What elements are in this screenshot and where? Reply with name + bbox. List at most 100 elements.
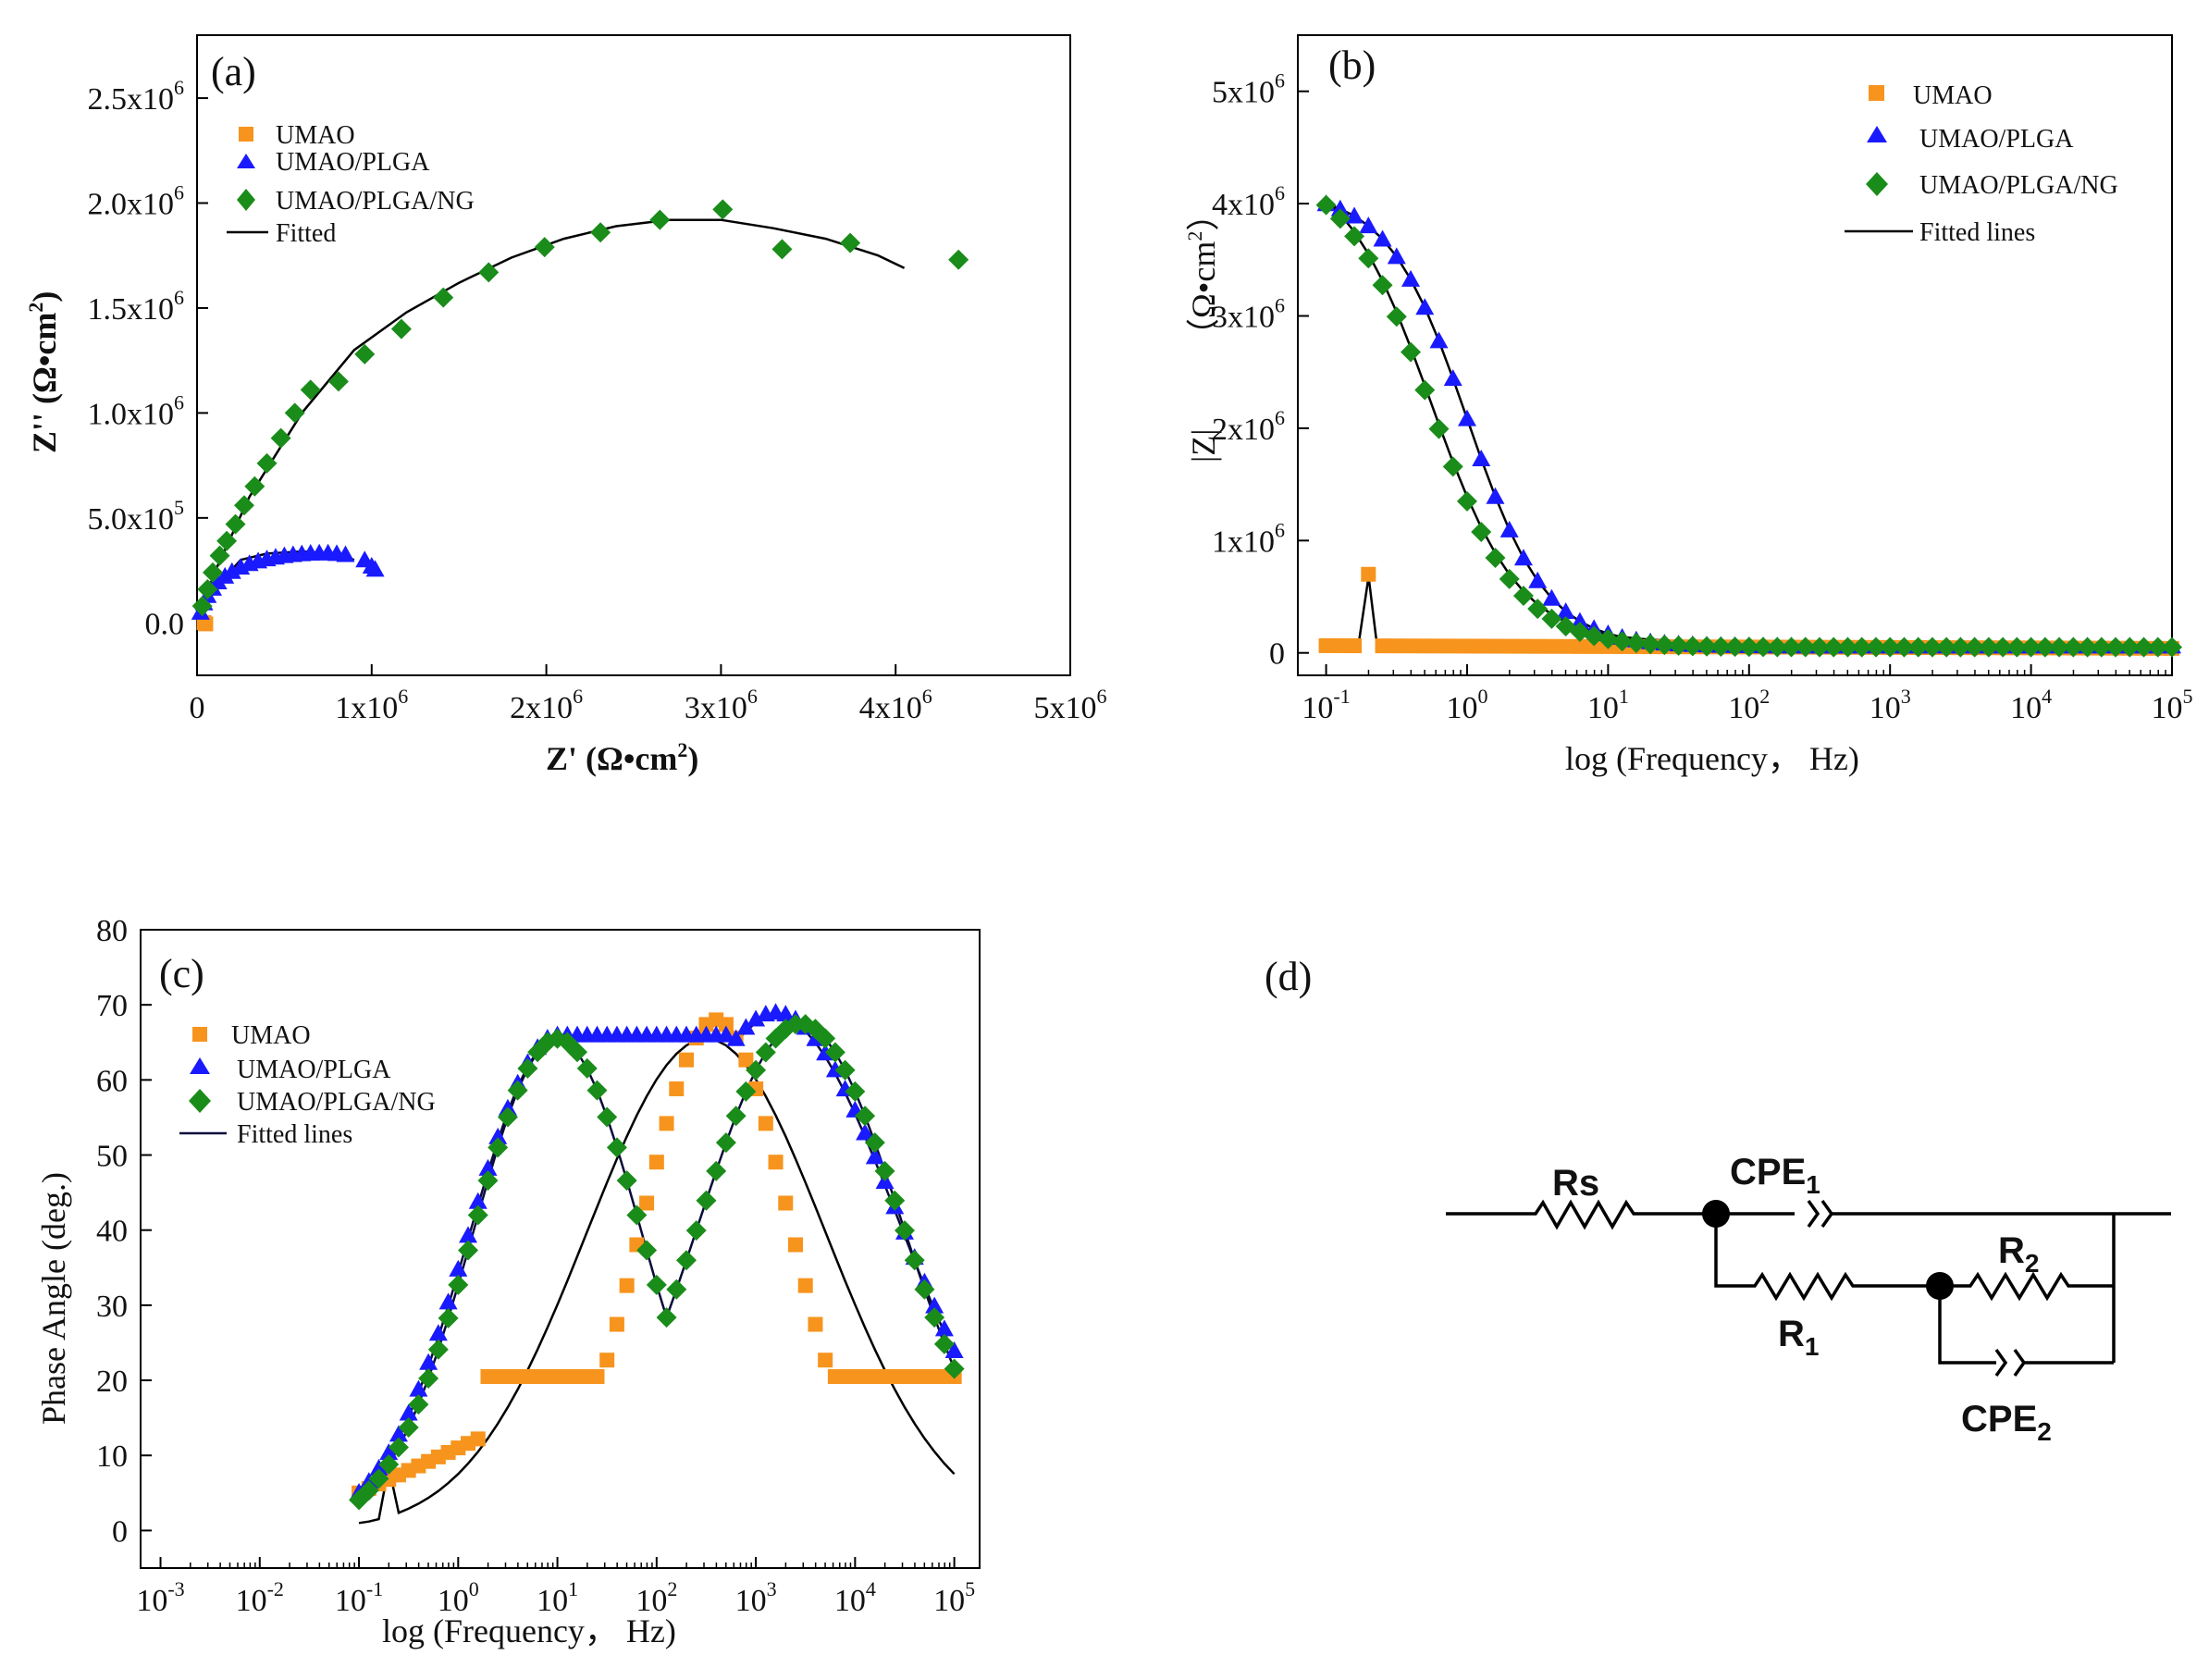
point-plga — [1457, 409, 1476, 426]
point-ng — [2105, 636, 2127, 658]
x-tick-label: 105 — [2152, 685, 2193, 725]
panel-label-c: (c) — [159, 951, 204, 996]
point-ng — [284, 402, 305, 424]
point-umao — [1332, 637, 1348, 653]
x-tick-label: 10-1 — [335, 1577, 383, 1618]
x-tick-label: 104 — [2010, 685, 2052, 725]
point-umao — [648, 1155, 664, 1170]
y-axis-ticks-b: 0 1x106 2x106 3x106 4x106 5x106 — [1212, 69, 1309, 672]
point-umao — [797, 1278, 813, 1293]
point-ng — [408, 1394, 429, 1415]
panel-a-nyquist-plot: (a) 0 1x106 2x106 3x106 4x106 5x106 0.0 5.0x10… — [24, 34, 1107, 777]
point-plga — [1486, 487, 1505, 504]
point-ng — [418, 1367, 439, 1389]
point-plga — [1429, 331, 1449, 349]
point-ng — [448, 1274, 469, 1295]
resistor-r2 — [1940, 1271, 2114, 1302]
x-tick-label: 5x106 — [1034, 685, 1107, 725]
point-ng — [2020, 636, 2042, 658]
legend-marker-umao — [239, 127, 253, 142]
resistor-r1 — [1714, 1214, 1940, 1302]
point-plga — [1513, 549, 1533, 566]
legend-marker-ng — [189, 1089, 211, 1113]
plot-frame-c — [140, 929, 981, 1569]
legend-a: UMAO UMAO/PLGA UMAO/PLGA/NG Fitted — [227, 121, 475, 248]
point-ng — [1808, 636, 1830, 658]
label-r1: R1 — [1778, 1314, 1819, 1361]
y-tick-label: 4x106 — [1212, 181, 1285, 222]
point-ng — [209, 545, 230, 566]
point-plga — [336, 545, 355, 562]
point-plga — [726, 1029, 746, 1046]
point-ng — [1401, 341, 1422, 363]
point-umao — [738, 1052, 754, 1068]
point-ng — [1584, 625, 1605, 647]
point-umao — [1530, 638, 1546, 654]
x-axis-ticks-c: 10-3 10-2 10-1 100 101 102 103 104 105 — [136, 1557, 975, 1618]
point-umao — [599, 1353, 615, 1368]
y-tick-label: 2.5x106 — [88, 76, 185, 117]
legend-label-ng: UMAO/PLGA/NG — [237, 1088, 436, 1117]
panel-d-equivalent-circuit: (d) Rs CPE1 R1 R2 CPE2 — [1265, 954, 2171, 1446]
point-ng — [933, 1333, 955, 1354]
x-tick-label: 3x106 — [685, 685, 758, 725]
point-ng — [1710, 636, 1732, 657]
point-plga — [222, 562, 241, 579]
point-ng — [1541, 608, 1562, 629]
point-ng — [368, 1468, 389, 1489]
fitted-curves-a — [195, 218, 906, 624]
fitted-line-umao — [358, 1037, 956, 1525]
point-plga — [925, 1296, 944, 1314]
point-plga — [488, 1127, 508, 1144]
fitted-curves-b — [1325, 199, 2173, 652]
point-ng — [517, 1057, 538, 1079]
point-umao — [1544, 638, 1560, 654]
y-tick-label: 1.5x106 — [88, 286, 185, 327]
point-umao — [718, 1017, 734, 1032]
cpe1-element — [1716, 1199, 2171, 1229]
point-ng — [1978, 636, 1999, 658]
point-plga — [365, 560, 385, 577]
point-umao — [1431, 638, 1447, 654]
point-ng — [233, 495, 254, 516]
point-umao — [1558, 638, 1573, 654]
point-ng — [706, 1160, 727, 1181]
point-umao — [1388, 638, 1404, 654]
label-cpe1: CPE1 — [1730, 1152, 1820, 1199]
legend-label-ng: UMAO/PLGA/NG — [1919, 171, 2118, 200]
point-ng — [1851, 636, 1872, 658]
point-ng — [1837, 636, 1858, 658]
y-tick-label: 10 — [96, 1439, 128, 1474]
point-ng — [2133, 636, 2154, 658]
point-umao — [1318, 637, 1334, 653]
cpe2-element — [1938, 1286, 2114, 1377]
x-axis-title-b: log (Frequency， Hz) — [1565, 740, 1859, 777]
point-ng — [567, 1042, 588, 1063]
point-plga — [856, 1123, 875, 1141]
point-plga — [389, 1425, 408, 1442]
point-umao — [778, 1195, 794, 1211]
point-ng — [2091, 636, 2112, 658]
point-ng — [2119, 636, 2141, 658]
point-ng — [746, 1059, 767, 1081]
point-ng — [2162, 636, 2182, 658]
y-axis-title-c: Phase Angle (deg.) — [35, 1172, 72, 1425]
point-ng — [725, 1106, 747, 1127]
circuit-wires — [1446, 1199, 2171, 1377]
point-ng — [354, 343, 376, 364]
point-ng — [458, 1240, 479, 1261]
point-umao — [1459, 638, 1475, 654]
point-ng — [467, 1204, 488, 1226]
point-ng — [1738, 636, 1759, 658]
point-ng — [755, 1042, 776, 1063]
point-ng — [1907, 636, 1929, 658]
point-umao — [758, 1116, 773, 1131]
point-ng — [1993, 636, 2014, 658]
point-ng — [590, 222, 611, 243]
point-umao — [818, 1353, 833, 1368]
point-ng — [1358, 248, 1379, 269]
point-ng — [327, 371, 349, 392]
y-axis-title-b-symbol: |Z| — [1185, 429, 1222, 463]
point-ng — [597, 1106, 618, 1128]
point-plga — [716, 1025, 735, 1043]
